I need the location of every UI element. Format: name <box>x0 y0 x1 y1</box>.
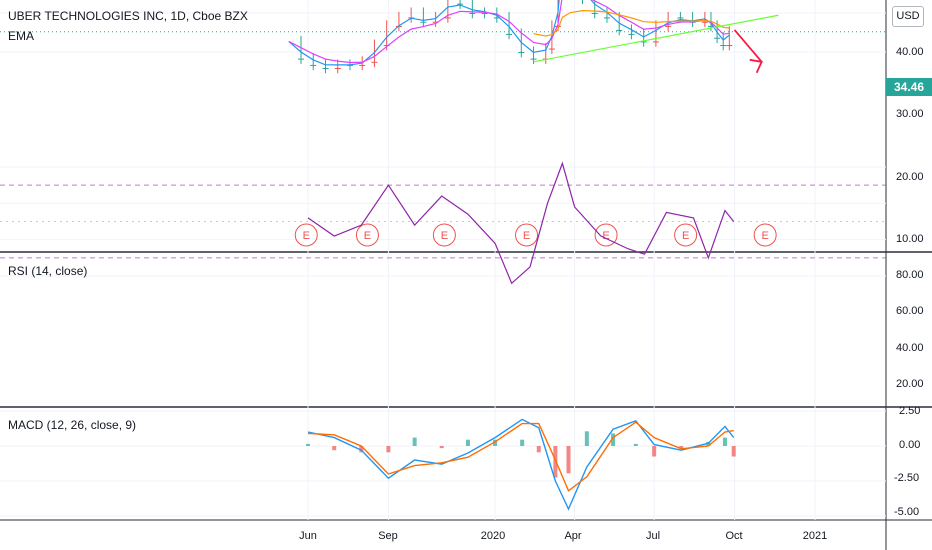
candle-body <box>628 33 635 35</box>
macd-histogram-bar <box>439 446 444 449</box>
x-tick: Oct <box>725 530 743 542</box>
macd-histogram-bar <box>359 446 364 453</box>
macd-histogram-bar <box>633 443 638 446</box>
x-tick: Sep <box>378 530 398 542</box>
candle-body <box>371 61 378 63</box>
earnings-marker-label: E <box>441 230 448 242</box>
macd-histogram-bar <box>722 437 727 446</box>
x-tick: 2020 <box>480 530 506 542</box>
rsi-line <box>307 161 735 285</box>
candle-body <box>383 45 390 47</box>
candle-body <box>652 41 659 43</box>
macd-tick: 0.00 <box>899 439 921 451</box>
candle-body <box>481 12 488 14</box>
candle-body <box>603 17 610 19</box>
candle-body <box>555 25 562 27</box>
candle-body <box>591 12 598 14</box>
arrow-head <box>749 58 763 74</box>
macd-histogram-bar <box>386 446 391 453</box>
candle-body <box>665 25 672 27</box>
macd-histogram-bar <box>493 439 498 446</box>
candle-body <box>493 17 500 19</box>
candle-body <box>720 45 727 47</box>
macd-histogram-bar <box>584 431 589 446</box>
macd-histogram-bar <box>611 433 616 446</box>
x-tick: Apr <box>564 530 582 542</box>
earnings-marker <box>355 223 379 247</box>
candle-body <box>334 67 341 69</box>
projection-arrow <box>733 29 763 63</box>
earnings-marker <box>753 223 777 247</box>
price-tick: 20.00 <box>896 171 924 183</box>
candle-body <box>677 17 684 19</box>
ema-slow-line <box>288 0 730 64</box>
earnings-marker <box>432 223 456 247</box>
candle-body <box>714 37 721 39</box>
candle-body <box>726 45 733 47</box>
candle-body <box>469 12 476 14</box>
price-tick: 40.00 <box>896 46 924 58</box>
macd-histogram-bar <box>536 446 541 453</box>
candle-body <box>310 64 317 66</box>
macd-panel-title[interactable]: MACD (12, 26, close, 9) <box>8 418 137 432</box>
macd-histogram-bar <box>652 446 657 457</box>
macd-histogram-bar <box>566 446 571 474</box>
earnings-marker <box>515 223 539 247</box>
macd-histogram-bar <box>679 446 684 449</box>
earnings-marker-label: E <box>762 230 769 242</box>
candle-body <box>518 52 525 53</box>
candle-body <box>707 25 714 27</box>
earnings-marker-label: E <box>523 230 530 242</box>
candle-body <box>548 48 555 50</box>
trendline <box>533 14 779 63</box>
macd-histogram-bar <box>412 437 417 446</box>
macd-histogram-bar <box>332 446 337 451</box>
earnings-marker-label: E <box>303 230 310 242</box>
rsi-tick: 60.00 <box>896 305 924 317</box>
candle-body <box>359 64 366 66</box>
signal-line <box>307 421 734 492</box>
currency-button[interactable]: USD <box>892 6 924 27</box>
price-tick: 30.00 <box>896 108 924 120</box>
rsi-tick: 80.00 <box>896 269 924 281</box>
candle-body <box>616 29 623 31</box>
rsi-tick: 40.00 <box>896 342 924 354</box>
ema-indicator-label[interactable]: EMA <box>8 29 35 43</box>
macd-histogram-bar <box>306 443 310 446</box>
earnings-marker-label: E <box>364 230 371 242</box>
chart-title: UBER TECHNOLOGIES INC, 1D, Cboe BZX <box>8 9 248 23</box>
candle-body <box>298 58 305 60</box>
ema-long-line <box>533 10 730 37</box>
macd-tick: 2.50 <box>899 405 921 417</box>
candle-body <box>457 3 464 5</box>
candle-body <box>640 41 647 43</box>
macd-histogram-bar <box>731 446 736 457</box>
x-tick: Jun <box>299 530 317 542</box>
earnings-marker-label: E <box>682 230 689 242</box>
macd-histogram-bar <box>520 439 525 446</box>
macd-tick: -5.00 <box>894 506 920 518</box>
price-tick: 10.00 <box>896 233 924 245</box>
candle-body <box>322 67 329 69</box>
candle-body <box>530 58 537 60</box>
macd-tick: -2.50 <box>894 472 920 484</box>
candle-body <box>444 17 451 19</box>
x-tick: Jul <box>645 530 661 542</box>
last-price-tag: 34.46 <box>886 78 932 96</box>
candle-body <box>420 21 427 23</box>
rsi-panel-title[interactable]: RSI (14, close) <box>8 264 88 278</box>
candle-body <box>701 21 708 23</box>
macd-histogram-bar <box>465 439 470 446</box>
earnings-marker <box>294 223 318 247</box>
earnings-marker <box>674 223 698 247</box>
rsi-tick: 20.00 <box>896 378 924 390</box>
earnings-marker-label: E <box>602 230 609 242</box>
candle-body <box>506 33 513 35</box>
x-tick: 2021 <box>802 530 828 542</box>
macd-line <box>307 418 735 511</box>
candle-body <box>432 21 439 23</box>
